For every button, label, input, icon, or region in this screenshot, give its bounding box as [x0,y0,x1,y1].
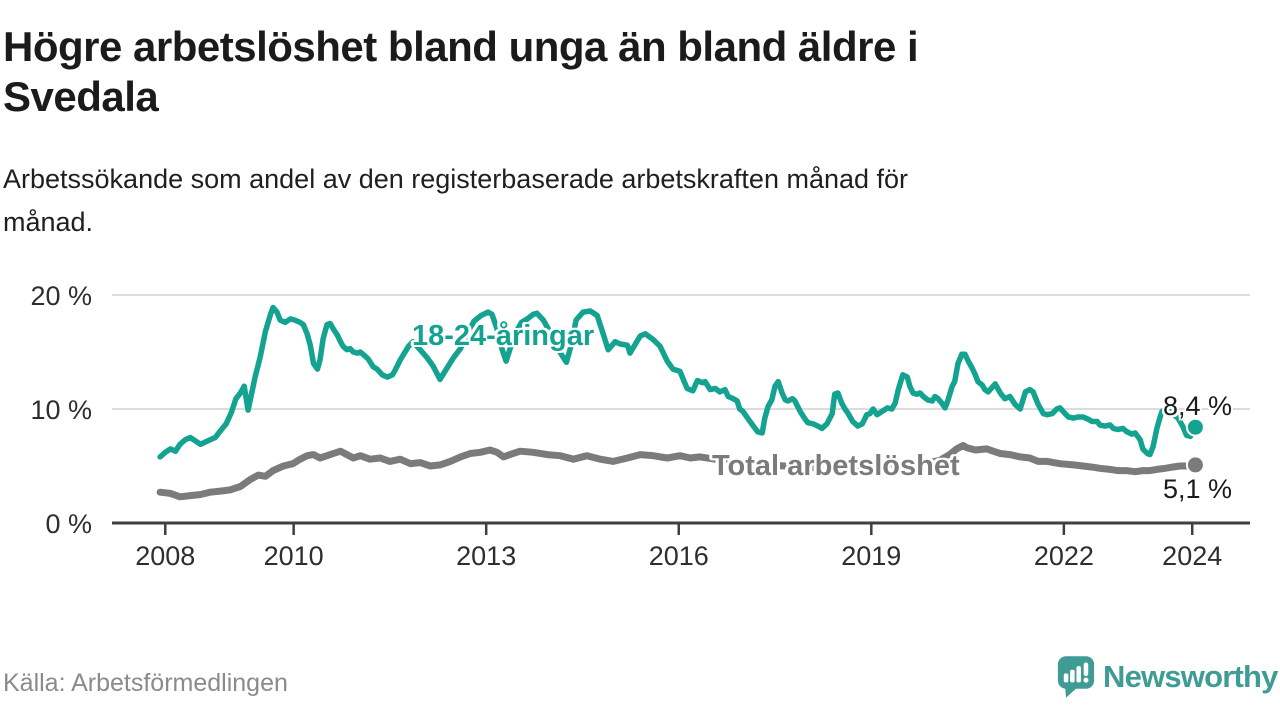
x-axis-label: 2008 [135,541,196,571]
x-axis-label: 2010 [263,541,324,571]
title-line-1: Högre arbetslöshet bland unga än bland ä… [3,23,919,70]
newsworthy-wordmark: Newsworthy [1103,659,1278,694]
y-axis-label: 0 % [45,509,92,539]
x-axis-label: 2024 [1162,541,1223,571]
series-line-youth [157,304,1199,460]
line-chart-canvas [112,294,1250,535]
x-axis-label: 2022 [1033,541,1094,571]
y-axis-label: 20 % [30,281,92,311]
end-value-label-total: 5,1 % [1163,474,1233,504]
chart-subtitle: Arbetssökande som andel av den registerb… [3,158,1213,244]
series-line-total [156,442,1199,501]
series-label-youth: 18-24-åringar [412,320,595,352]
subtitle-line-2: månad. [3,207,94,237]
end-dot-youth [1185,417,1205,437]
unemployment-line-chart: 18-24-åringar Total arbetslöshet 8,4 % 5… [30,281,1250,571]
y-axis-label: 10 % [30,395,92,425]
title-line-2: Svedala [3,73,159,120]
x-axis-label: 2019 [841,541,902,571]
newsworthy-brand: Newsworthy [1057,652,1278,702]
end-value-label-youth: 8,4 % [1163,391,1233,421]
source-note: Källa: Arbetsförmedlingen [3,669,288,697]
newsworthy-logo-icon [1057,656,1095,698]
x-axis-label: 2013 [456,541,517,571]
series-label-total: Total arbetslöshet [712,450,960,482]
subtitle-line-1: Arbetssökande som andel av den registerb… [3,164,909,194]
x-axis-label: 2016 [648,541,709,571]
end-dot-total [1185,455,1205,475]
page-title: Högre arbetslöshet bland unga än bland ä… [3,22,1213,122]
